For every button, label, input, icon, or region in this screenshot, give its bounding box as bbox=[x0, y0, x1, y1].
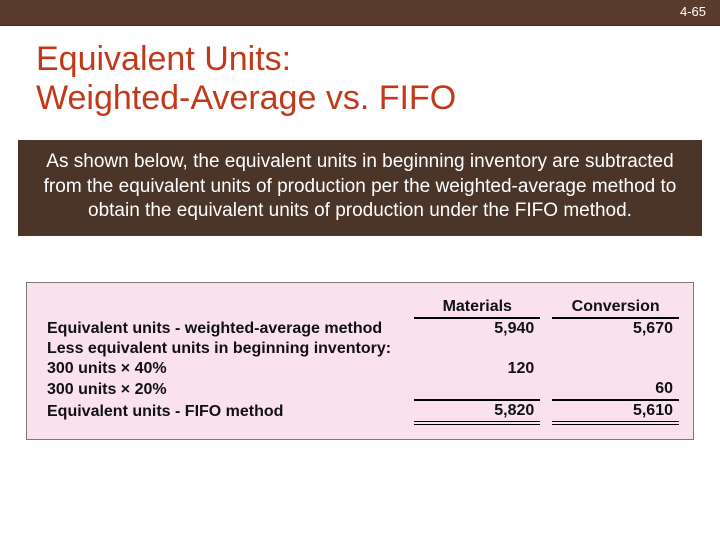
page-title: Equivalent Units: Weighted-Average vs. F… bbox=[36, 40, 456, 118]
slide-number: 4-65 bbox=[680, 4, 706, 19]
comparison-table-box: Materials Conversion Equivalent units - … bbox=[26, 282, 694, 440]
table-row: 300 units × 20% 60 bbox=[41, 379, 679, 400]
table-row: Equivalent units - FIFO method 5,820 5,6… bbox=[41, 400, 679, 423]
row-conversion: 60 bbox=[552, 379, 679, 400]
row-materials: 5,940 bbox=[414, 318, 540, 339]
col-header-conversion: Conversion bbox=[552, 297, 679, 318]
row-conversion bbox=[552, 339, 679, 359]
top-bar bbox=[0, 0, 720, 26]
row-materials: 120 bbox=[414, 359, 540, 379]
row-materials: 5,820 bbox=[414, 400, 540, 423]
row-label: Equivalent units - FIFO method bbox=[41, 400, 414, 423]
row-materials bbox=[414, 339, 540, 359]
description-box: As shown below, the equivalent units in … bbox=[18, 140, 702, 236]
row-label: 300 units × 40% bbox=[41, 359, 414, 379]
title-line-2: Weighted-Average vs. FIFO bbox=[36, 79, 456, 117]
row-label: Equivalent units - weighted-average meth… bbox=[41, 318, 414, 339]
row-conversion: 5,670 bbox=[552, 318, 679, 339]
table-row: Equivalent units - weighted-average meth… bbox=[41, 318, 679, 339]
row-materials bbox=[414, 379, 540, 400]
table-row: Less equivalent units in beginning inven… bbox=[41, 339, 679, 359]
title-line-1: Equivalent Units: bbox=[36, 40, 291, 78]
row-label: Less equivalent units in beginning inven… bbox=[41, 339, 414, 359]
row-conversion: 5,610 bbox=[552, 400, 679, 423]
row-conversion bbox=[552, 359, 679, 379]
comparison-table: Materials Conversion Equivalent units - … bbox=[41, 297, 679, 425]
table-row: 300 units × 40% 120 bbox=[41, 359, 679, 379]
row-label: 300 units × 20% bbox=[41, 379, 414, 400]
table-header-row: Materials Conversion bbox=[41, 297, 679, 318]
col-header-materials: Materials bbox=[414, 297, 540, 318]
description-text: As shown below, the equivalent units in … bbox=[44, 151, 677, 221]
